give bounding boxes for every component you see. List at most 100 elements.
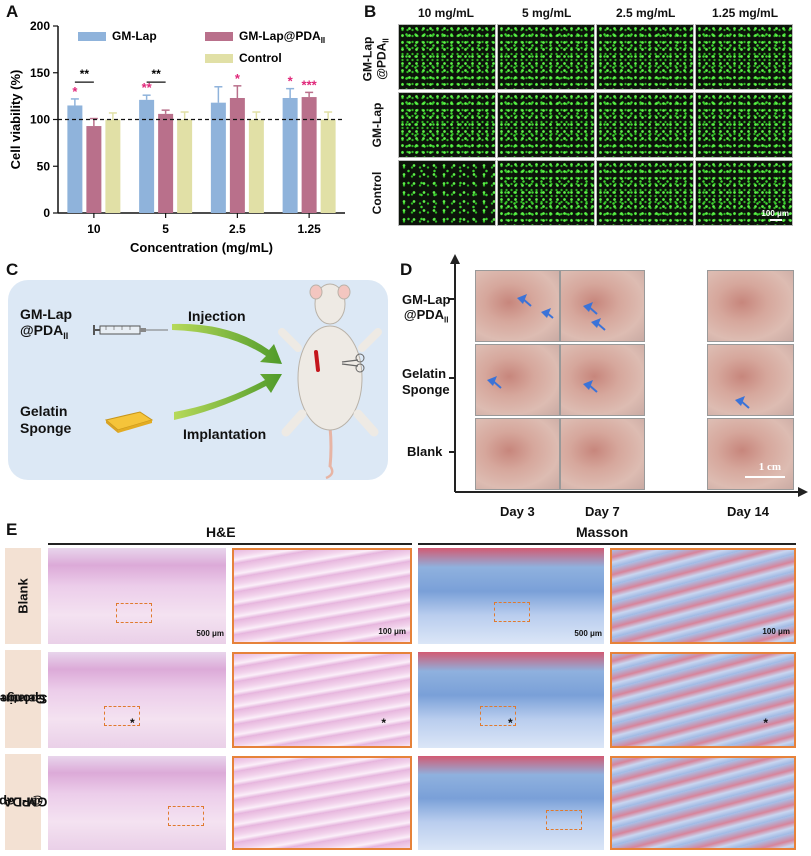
wound-photo	[707, 344, 794, 416]
stain-label-masson: Masson	[576, 524, 629, 540]
d-row-label-gmlap-pda: GM-Lap @PDAII	[402, 292, 451, 325]
y-tick-label: 50	[37, 159, 51, 173]
wound-photo	[560, 418, 645, 490]
fluor-image	[596, 160, 694, 226]
masson-high-mag: 100 μm	[610, 548, 796, 644]
he-high-mag: *	[232, 652, 412, 748]
asterisk-mark: *	[763, 716, 768, 730]
c-item2-label: Gelatin Sponge	[20, 403, 72, 436]
x-tick-label: 1.25	[297, 222, 321, 236]
legend-label: GM-Lap	[112, 29, 157, 43]
scale-bar-label: 500 μm	[574, 629, 602, 638]
masson-header-rule	[418, 543, 796, 545]
day-label-3: Day 3	[500, 504, 535, 519]
panel-label-b: B	[364, 2, 377, 21]
scale-bar-label: 500 μm	[196, 629, 224, 638]
fluor-image	[695, 24, 793, 90]
bar	[67, 105, 83, 213]
green-arrows	[172, 323, 282, 420]
bar	[86, 126, 102, 213]
he-high-mag: 100 μm	[232, 548, 412, 644]
fluor-image	[695, 92, 793, 158]
bar	[210, 102, 226, 213]
y-tick-label: 150	[30, 66, 50, 80]
wound-photo	[475, 418, 560, 490]
masson-low-mag	[418, 756, 604, 850]
scale-bar-label: 100 μm	[378, 627, 406, 636]
b-row-label-control: Control	[370, 171, 384, 215]
significance-mark: **	[151, 67, 161, 81]
bar	[177, 119, 193, 213]
bar	[139, 99, 155, 213]
legend-label: Control	[239, 51, 282, 65]
b-row-label-gmlap-pda: GM-Lap @PDAII	[360, 36, 391, 82]
wound-photo	[707, 270, 794, 342]
legend-swatch	[78, 32, 106, 41]
fluor-image	[497, 92, 595, 158]
e-row-label-blank: Blank	[5, 548, 41, 644]
significance-mark: *	[235, 71, 241, 86]
zoom-box	[494, 602, 530, 622]
masson-high-mag	[610, 756, 796, 850]
masson-low-mag: 500 μm	[418, 548, 604, 644]
he-low-mag	[48, 756, 226, 850]
y-axis-label: Cell viability (%)	[8, 70, 23, 170]
asterisk-mark: *	[130, 716, 135, 730]
bar	[158, 113, 174, 213]
fluor-image	[398, 160, 496, 226]
bar	[248, 119, 264, 213]
wound-photo	[560, 270, 645, 342]
fluor-image	[398, 24, 496, 90]
x-tick-label: 10	[87, 222, 101, 236]
masson-high-mag: *	[610, 652, 796, 748]
scale-bar-label: 100 μm	[761, 209, 789, 218]
zoom-box	[104, 706, 140, 726]
x-tick-label: 2.5	[229, 222, 246, 236]
zoom-box	[168, 806, 204, 826]
bar	[301, 97, 317, 213]
significance-mark: **	[142, 80, 153, 95]
fluor-image	[596, 92, 694, 158]
col-label-1.25: 1.25 mg/mL	[712, 6, 779, 20]
y-tick-label: 0	[43, 206, 50, 220]
he-header-rule	[48, 543, 412, 545]
wound-photo	[560, 344, 645, 416]
stain-label-he: H&E	[206, 524, 236, 540]
fluor-image	[596, 24, 694, 90]
asterisk-mark: *	[381, 716, 386, 730]
syringe-icon	[93, 325, 168, 335]
bar	[105, 119, 121, 213]
rat-illustration	[278, 283, 382, 480]
panel-label-c: C	[6, 260, 19, 279]
arrow-icons	[487, 294, 750, 409]
scale-bar	[745, 476, 785, 478]
masson-low-mag: *	[418, 652, 604, 748]
scale-bar-label: 1 cm	[758, 461, 781, 473]
bar-chart: 0 50 100 150 200 Cell viability (%) Concentrat…	[8, 19, 345, 255]
panel-label-a: A	[6, 2, 19, 21]
timeline-axes	[449, 254, 808, 497]
bar	[320, 119, 336, 213]
e-row-label-gmlap-pda: GM-Lap @PDA II	[0, 754, 47, 850]
legend-swatch	[205, 54, 233, 63]
significance-mark: *	[288, 74, 294, 89]
y-tick-label: 100	[30, 113, 50, 127]
bar	[282, 97, 298, 213]
panel-label-e: E	[6, 520, 18, 539]
zoom-box	[480, 706, 516, 726]
significance-mark: ***	[302, 77, 318, 92]
c-arrow2-label: Implantation	[183, 426, 267, 442]
fluor-image	[497, 160, 595, 226]
col-label-10: 10 mg/mL	[418, 6, 475, 20]
legend-label: GM-Lap@PDAII	[239, 29, 325, 45]
zoom-box	[116, 603, 152, 623]
day-label-7: Day 7	[585, 504, 620, 519]
he-high-mag	[232, 756, 412, 850]
fluor-image	[497, 24, 595, 90]
bar	[229, 97, 245, 213]
he-low-mag: 500 μm	[48, 548, 226, 644]
wound-photo: 1 cm	[707, 418, 794, 490]
d-row-label-blank: Blank	[407, 444, 443, 459]
significance-mark: **	[80, 67, 90, 81]
significance-mark: *	[72, 84, 78, 99]
